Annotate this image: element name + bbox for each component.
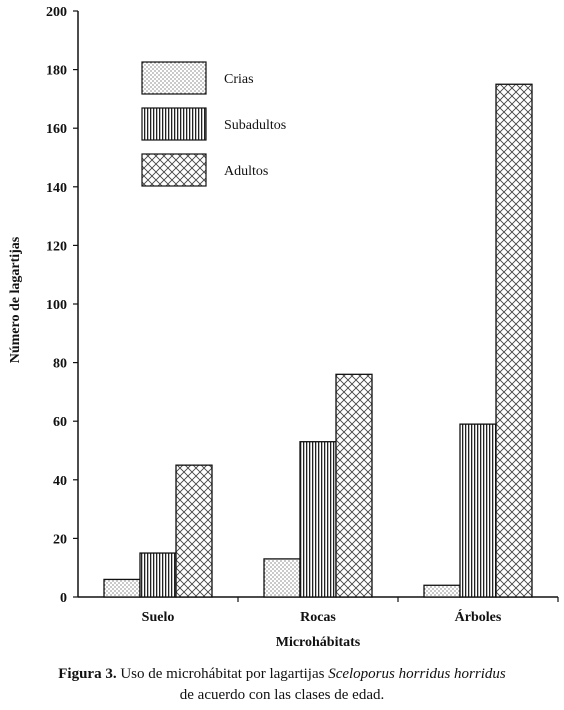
- bar-adultos-suelo: [175, 464, 213, 598]
- legend-label-adultos: Adultos: [224, 164, 268, 179]
- y-tick-label: 200: [46, 5, 67, 20]
- legend-swatch-crias: [141, 61, 207, 95]
- y-tick-label: 180: [46, 64, 67, 79]
- y-tick-label: 40: [53, 474, 67, 489]
- y-tick-label: 60: [53, 415, 67, 430]
- bar-adultos-arboles: [495, 83, 533, 598]
- caption-line-2: de acuerdo con las clases de edad.: [179, 687, 385, 703]
- y-axis-ticks: 0 20 40 60 80 100 120 140 160 180 200: [46, 5, 78, 606]
- x-tick-label-suelo: Suelo: [142, 610, 175, 625]
- bar-crias-suelo: [103, 578, 141, 598]
- caption-species: Sceloporus horridus horridus: [328, 666, 506, 682]
- y-tick-label: 0: [60, 591, 67, 606]
- figure-caption: Figura 3. Uso de microhábitat por lagart…: [0, 664, 564, 706]
- bar-subadultos-rocas: [299, 441, 337, 598]
- x-tick-label-arboles: Árboles: [455, 608, 502, 625]
- x-axis-label: Microhábitats: [276, 635, 361, 650]
- bar-chart: 0 20 40 60 80 100 120 140 160 180 200 Suelo Rocas Ár…: [8, 5, 559, 650]
- bar-subadultos-arboles: [459, 423, 497, 598]
- caption-label: Figura 3.: [58, 666, 117, 682]
- y-tick-label: 100: [46, 298, 67, 313]
- caption-line-1: Figura 3. Uso de microhábitat por lagart…: [0, 664, 564, 685]
- legend-label-subadultos: Subadultos: [224, 118, 286, 133]
- x-tick-label-rocas: Rocas: [300, 610, 336, 625]
- bar-adultos-rocas: [335, 373, 373, 598]
- legend-label-crias: Crias: [224, 72, 254, 87]
- x-axis-ticks: Suelo Rocas Árboles: [142, 597, 559, 625]
- legend-swatch-subadultos: [141, 107, 207, 141]
- bars: [103, 83, 533, 598]
- y-axis-label: Número de lagartijas: [8, 236, 23, 363]
- bar-crias-rocas: [263, 558, 301, 598]
- bar-subadultos-suelo: [139, 552, 177, 598]
- bar-crias-arboles: [423, 584, 461, 598]
- legend: Crias Subadultos Adultos: [141, 61, 286, 187]
- y-tick-label: 160: [46, 122, 67, 137]
- y-tick-label: 140: [46, 181, 67, 196]
- caption-text-before: Uso de microhábitat por lagartijas: [116, 666, 329, 682]
- legend-swatch-adultos: [141, 153, 207, 187]
- y-tick-label: 120: [46, 239, 67, 254]
- y-tick-label: 20: [53, 532, 67, 547]
- y-tick-label: 80: [53, 357, 67, 372]
